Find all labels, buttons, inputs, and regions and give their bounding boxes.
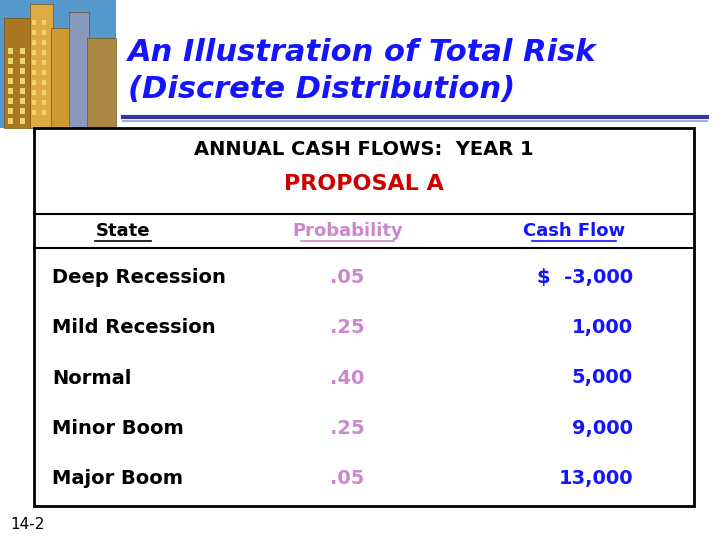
Text: Major Boom: Major Boom [52,469,183,488]
Bar [8,48,13,54]
Bar [19,88,24,94]
Bar [32,90,37,95]
Bar [19,98,24,104]
Bar [42,30,46,35]
Bar [8,118,13,124]
Bar [8,78,13,84]
Text: 13,000: 13,000 [558,469,633,488]
Bar [69,12,89,128]
Bar [42,40,46,45]
Bar [35,128,694,506]
Bar [8,88,13,94]
Bar [19,58,24,64]
Text: State: State [96,222,150,240]
Text: .05: .05 [330,469,364,488]
Bar [32,100,37,105]
Text: .05: .05 [330,268,364,287]
Bar [8,98,13,104]
Text: Mild Recession: Mild Recession [52,318,216,337]
Bar [42,60,46,65]
Text: 1,000: 1,000 [572,318,633,337]
Bar [8,108,13,114]
Bar [30,4,53,128]
Bar [8,58,13,64]
Text: 5,000: 5,000 [572,368,633,388]
Bar [19,68,24,74]
Bar [32,40,37,45]
Text: PROPOSAL A: PROPOSAL A [284,174,444,194]
Text: .40: .40 [330,368,364,388]
Text: An Illustration of Total Risk: An Illustration of Total Risk [128,38,596,67]
Bar [86,38,116,128]
Text: $  -3,000: $ -3,000 [537,268,633,287]
Text: 14-2: 14-2 [10,517,44,532]
Bar [32,20,37,25]
Bar [42,80,46,85]
Bar [19,78,24,84]
Text: Normal: Normal [52,368,132,388]
Bar [0,0,116,128]
Bar [4,18,32,128]
Bar [19,118,24,124]
Text: Deep Recession: Deep Recession [52,268,226,287]
Text: 9,000: 9,000 [572,419,633,438]
Bar [42,70,46,75]
Text: ANNUAL CASH FLOWS:  YEAR 1: ANNUAL CASH FLOWS: YEAR 1 [194,140,534,159]
Bar [42,50,46,55]
Bar [42,100,46,105]
Bar [42,90,46,95]
Bar [8,68,13,74]
Bar [32,70,37,75]
Bar [32,60,37,65]
Text: .25: .25 [330,419,365,438]
Bar [19,48,24,54]
Text: (Discrete Distribution): (Discrete Distribution) [128,75,516,104]
Text: Probability: Probability [292,222,403,240]
Text: Minor Boom: Minor Boom [52,419,184,438]
Bar [42,110,46,115]
Bar [32,80,37,85]
Bar [32,50,37,55]
Bar [32,30,37,35]
Bar [51,28,71,128]
Bar [42,20,46,25]
Bar [32,110,37,115]
Text: .25: .25 [330,318,365,337]
Text: Cash Flow: Cash Flow [523,222,625,240]
Bar [19,108,24,114]
